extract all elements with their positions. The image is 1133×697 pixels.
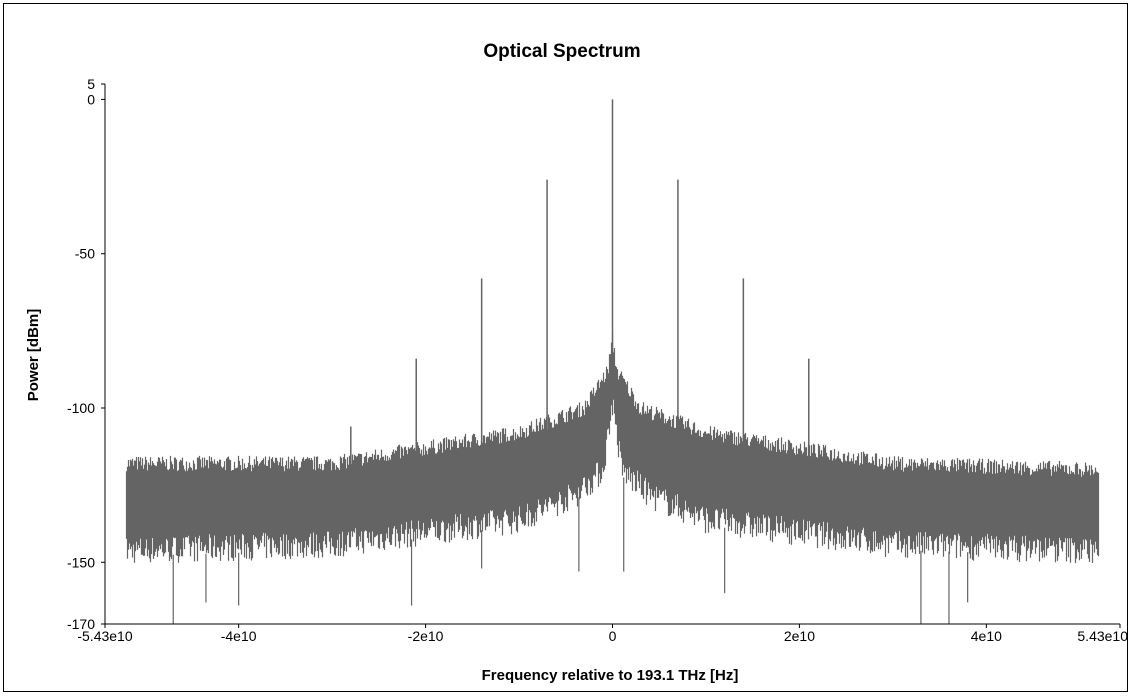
- x-tick-label: -4e10: [221, 628, 257, 644]
- y-tick-label: -170: [67, 616, 95, 632]
- y-tick-label: -150: [67, 554, 95, 570]
- x-tick-label: -2e10: [408, 628, 444, 644]
- x-axis-ticks: -5.43e10 -4e10 -2e10 0 2e10 4e10 5.43e10: [77, 624, 1128, 644]
- y-tick-label: 5: [87, 76, 95, 92]
- x-tick-label: 2e10: [784, 628, 815, 644]
- y-tick-label: -100: [67, 400, 95, 416]
- x-tick-label: 4e10: [971, 628, 1002, 644]
- x-tick-label: 0: [609, 628, 617, 644]
- y-axis-ticks: 50 -50 -100 -150 -170: [67, 76, 105, 632]
- y-tick-label: 0: [87, 91, 95, 107]
- y-axis-title: Power [dBm]: [25, 309, 42, 402]
- x-tick-label: 5.43e10: [1077, 628, 1128, 644]
- chart-title: Optical Spectrum: [483, 41, 640, 62]
- plot-area: [127, 99, 1099, 624]
- x-axis-title: Frequency relative to 193.1 THz [Hz]: [482, 667, 739, 684]
- y-tick-label: -50: [75, 246, 95, 262]
